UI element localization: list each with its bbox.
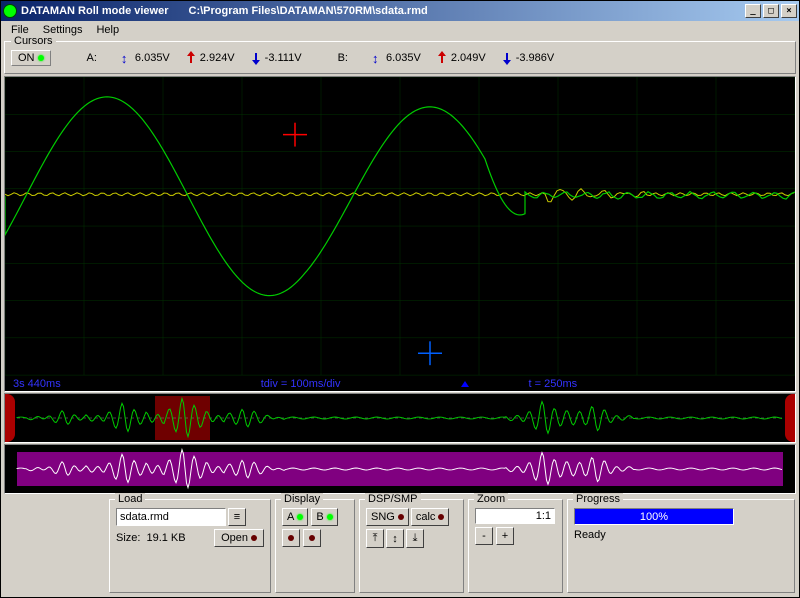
cursors-on-button[interactable]: ON — [11, 50, 51, 66]
cursor-a-max: 2.924V — [200, 52, 235, 64]
oscilloscope-main[interactable]: 3s 440ms tdiv = 100ms/div t = 250ms — [4, 76, 796, 392]
zoom-group: Zoom - + — [468, 499, 563, 593]
progress-group: Progress 100% Ready — [567, 499, 795, 593]
zoom-in-button[interactable]: + — [496, 527, 514, 545]
calc-button[interactable]: calc — [411, 508, 450, 526]
menu-help[interactable]: Help — [90, 23, 125, 37]
cursor-a-min: -3.111V — [265, 52, 302, 64]
sng-button[interactable]: SNG — [366, 508, 409, 526]
scope-info-row: 3s 440ms tdiv = 100ms/div t = 250ms — [5, 377, 795, 391]
display-group: Display A B — [275, 499, 355, 593]
scope-tdiv: tdiv = 100ms/div — [261, 378, 341, 390]
app-icon — [3, 4, 17, 18]
status-text: Ready — [574, 529, 788, 541]
cursor-a-label: A: — [87, 52, 97, 64]
scope-t: t = 250ms — [529, 378, 578, 390]
load-group: Load ≡ Size: 19.1 KB Open — [109, 499, 271, 593]
open-button[interactable]: Open — [214, 529, 264, 547]
overview-channel-b[interactable] — [4, 444, 796, 494]
cursor-b-label: B: — [338, 52, 348, 64]
cursors-panel: Cursors ON A: ↕6.035V 2.924V -3.111V B: … — [4, 41, 796, 74]
file-path: C:\Program Files\DATAMAN\570RM\sdata.rmd — [189, 5, 746, 17]
cursors-label: Cursors — [11, 35, 56, 47]
progress-bar: 100% — [574, 508, 734, 525]
zoom-out-button[interactable]: - — [475, 527, 493, 545]
close-button[interactable]: × — [781, 4, 797, 18]
dsp-tool2-button[interactable]: ↕ — [386, 529, 404, 548]
load-browse-button[interactable]: ≡ — [228, 508, 246, 526]
zoom-value[interactable] — [475, 508, 555, 524]
dsp-tool1-button[interactable]: ⤒ — [366, 529, 384, 548]
cursor-b-min: -3.986V — [516, 52, 555, 64]
display-opt2-button[interactable] — [303, 529, 321, 547]
cursor-b-max: 2.049V — [451, 52, 486, 64]
maximize-button[interactable]: □ — [763, 4, 779, 18]
minimize-button[interactable]: _ — [745, 4, 761, 18]
titlebar: DATAMAN Roll mode viewer C:\Program File… — [1, 1, 799, 21]
display-b-button[interactable]: B — [311, 508, 337, 526]
load-file-input[interactable] — [116, 508, 226, 526]
bottom-panel: Load ≡ Size: 19.1 KB Open Display A B — [1, 495, 799, 597]
cursor-a-range: 6.035V — [135, 52, 170, 64]
app-title: DATAMAN Roll mode viewer — [21, 5, 169, 17]
dsp-tool3-button[interactable]: ⤓ — [406, 529, 424, 548]
overview-channel-a[interactable] — [4, 393, 796, 443]
dsp-group: DSP/SMP SNG calc ⤒ ↕ ⤓ — [359, 499, 464, 593]
display-a-button[interactable]: A — [282, 508, 308, 526]
cursor-b-range: 6.035V — [386, 52, 421, 64]
menubar: File Settings Help — [1, 21, 799, 39]
scope-time: 3s 440ms — [13, 378, 61, 390]
file-size: 19.1 KB — [146, 532, 185, 544]
display-opt1-button[interactable] — [282, 529, 300, 547]
